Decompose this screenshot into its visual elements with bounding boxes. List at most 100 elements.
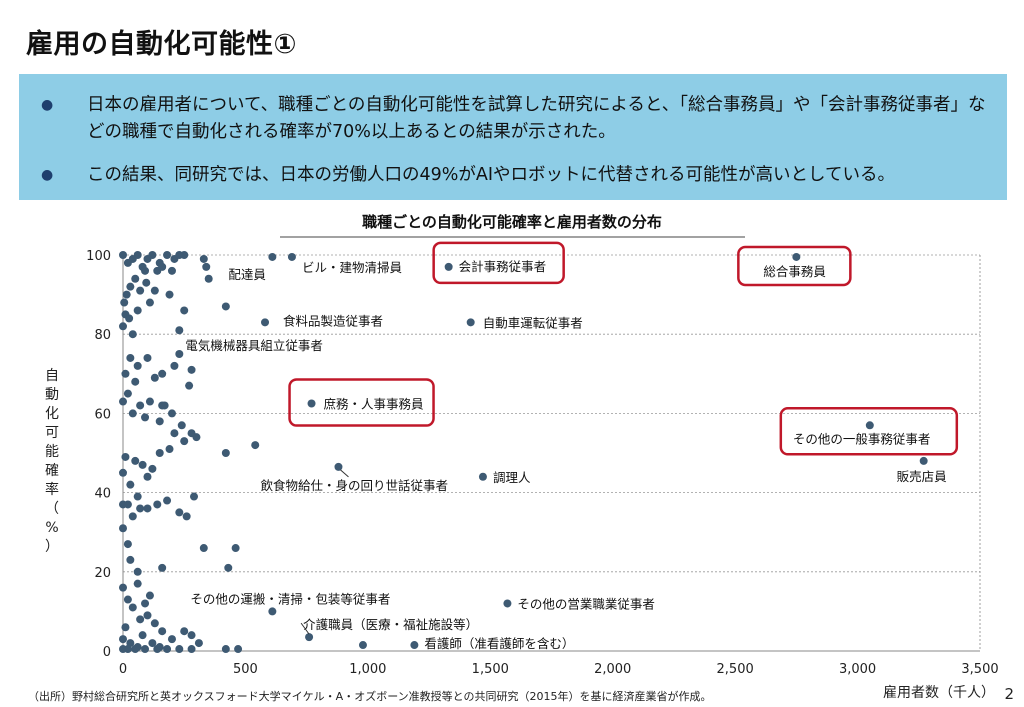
data-point [133,579,142,588]
data-point [202,262,211,271]
x-tick-label: 2,500 [717,662,754,677]
data-point [251,441,260,450]
data-point [128,409,137,418]
y-axis-label: 自動化可能確率 （% ） [45,368,59,555]
data-point [136,286,145,295]
data-point [358,641,367,650]
x-tick-label: 3,500 [961,662,998,677]
data-point [187,365,196,374]
data-point [155,449,164,457]
y-axis-label-char: 可 [45,425,59,441]
leader-line [300,622,310,635]
data-point [158,563,167,572]
data-point [190,492,199,501]
data-label: 自動車運転従事者 [483,315,583,330]
data-point [187,645,196,654]
data-point [224,563,233,572]
data-point [187,631,196,640]
x-tick-label: 3,000 [839,662,876,677]
data-point [163,496,172,505]
data-point [158,369,167,378]
data-label: 総合事務員 [763,264,826,279]
data-point [444,262,453,271]
data-point [221,302,230,311]
data-point [126,353,135,362]
data-point [142,278,151,287]
data-label: 庶務・人事事務員 [324,397,425,412]
data-point [163,251,172,259]
data-point [919,456,928,465]
data-point [334,462,343,471]
x-tick-label: 500 [233,662,258,677]
data-point [175,350,184,358]
data-point [180,437,189,446]
data-point [145,298,154,307]
data-point [123,645,132,654]
data-point [119,468,127,477]
data-label: 調理人 [493,470,531,485]
data-point [141,413,150,422]
data-point [119,524,127,533]
bullet-dot-icon: ● [41,97,54,113]
data-point [167,409,176,418]
chart-title: 職種ごとの自動化可能確率と雇用者数の分布 [362,213,662,231]
data-point [119,397,127,406]
data-point [194,639,203,648]
data-point [143,504,152,513]
data-label: その他の営業職業従事者 [517,596,655,611]
data-point [287,252,296,261]
data-point [180,306,189,315]
data-point [158,262,167,271]
data-point [123,540,132,549]
y-tick-label: 80 [94,328,111,343]
data-point [138,631,147,640]
bullet-item: ● この結果、同研究では、日本の労働人口の49%がAIやロボットに代替される可能… [41,162,991,192]
data-point [121,369,130,378]
y-tick-label: 0 [103,645,111,660]
data-label: 食料品製造従事者 [283,313,383,328]
data-point [131,377,140,386]
data-point [158,401,167,410]
data-point [119,500,127,509]
data-point [167,266,176,275]
highlight-box [737,245,852,287]
data-point [145,591,154,600]
data-point [122,290,131,299]
bullet-text: 日本の雇用者について、職種ごとの自動化可能性を試算した研究によると、「総合事務員… [87,95,986,142]
data-point [182,512,191,521]
data-point [119,635,127,644]
y-axis-label-char: 確 [45,463,59,479]
data-point [199,544,208,553]
y-tick-label: 20 [94,566,111,581]
data-label: ビル・建物清掃員 [302,260,403,275]
data-point [128,330,137,339]
data-point [153,500,162,509]
data-point [119,251,127,259]
y-tick-label: 40 [94,487,111,502]
data-point [158,627,167,636]
data-point [141,645,150,654]
y-axis-label-char: 自 [45,368,59,384]
data-point [131,456,140,465]
data-point [133,306,142,315]
data-point [175,326,184,335]
data-point [136,615,145,624]
data-point [138,460,147,469]
data-point [143,353,152,362]
data-point [141,599,150,608]
data-point [133,251,142,259]
data-point [180,251,189,259]
data-point [126,480,135,489]
data-point [133,492,142,501]
data-point [865,421,874,430]
y-axis-label-char: ） [45,539,59,555]
data-point [133,567,142,576]
data-point [180,627,189,636]
data-point [126,555,135,564]
data-point [120,298,129,307]
highlight-box [779,407,959,456]
x-tick-label: 1,500 [472,662,509,677]
data-point [148,639,157,648]
data-point [143,611,152,620]
data-label: その他の運搬・清掃・包装等従事者 [190,591,390,606]
